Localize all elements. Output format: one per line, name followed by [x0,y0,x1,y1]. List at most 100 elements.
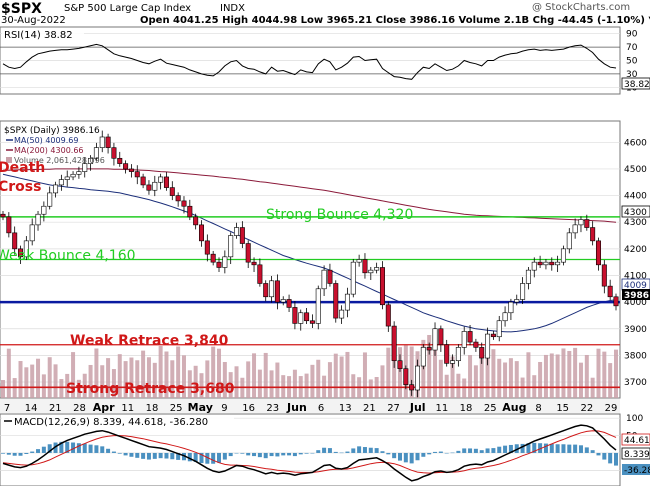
candle-body [525,269,531,284]
price-legend: $SPX (Daily) 3986.16 MA(50) 4009.69 MA(2… [4,126,105,165]
x-axis-label: 21 [49,403,62,414]
macd-histogram-bar [520,443,525,453]
macd-histogram-bar [111,451,116,453]
volume-bar [561,348,566,398]
candle-body [298,312,304,324]
volume-bar [608,363,613,398]
candles [0,130,619,398]
candle-body [566,232,572,250]
macd-histogram-bar [362,447,367,453]
candle-body [444,344,450,364]
macd-histogram [1,441,618,466]
x-axis-label: 25 [484,403,497,414]
volume-bar [479,349,484,398]
volume-bar [602,351,607,398]
macd-histogram-bar [135,452,140,458]
macd-histogram-bar [18,452,23,456]
volume-bar [269,370,274,398]
candle-body [520,283,526,300]
x-axis-label: 9 [221,403,227,414]
macd-histogram-bar [468,448,473,453]
volume-bar [59,379,64,398]
volume-bar [462,378,467,398]
candle-body [572,224,578,234]
macd-histogram-bar [53,442,58,453]
volume-bar [614,349,618,398]
volume-bar [584,354,589,398]
macd-histogram-bar [281,452,286,456]
candle-body [479,347,485,359]
macd-histogram-bar [47,444,52,453]
candle-body [595,240,601,266]
candle-body [397,360,403,370]
price-tick-label: 4000 [624,298,647,308]
macd-histogram-bar [491,448,496,453]
macd-histogram-bar [117,452,122,454]
candle-body [105,136,111,148]
volume-bar [1,380,5,398]
macd-histogram-bar [181,452,186,461]
candle-body [123,163,129,170]
candle-body [263,283,269,298]
x-axis-label: 21 [363,403,376,414]
volume-bar [123,361,128,398]
macd-histogram-bar [479,450,484,453]
rsi-value-badge: 38.82 [624,80,650,90]
candle-body [193,216,199,226]
candle-body [175,195,181,202]
volume-bar [117,354,122,398]
candle-body [82,163,88,172]
candle-body [368,269,374,274]
x-axis-label: May [188,401,213,414]
volume-bar [362,352,367,398]
price-tick-label: 4400 [624,192,647,202]
price-tick-label: 3800 [624,351,647,361]
volume-bar [53,364,58,398]
candle-body [128,168,134,172]
x-axis-label: 13 [339,403,352,414]
volume-bar [392,342,397,398]
candle-body [379,267,385,306]
macd-histogram-bar [514,444,519,453]
annotation-weak-retrace: Weak Retrace 3,840 [70,333,229,349]
rsi-tick-label: 70 [626,43,638,53]
close-badge-box [622,289,650,300]
volume-bar [24,367,29,398]
volume-bar [193,365,198,398]
candle-body [134,171,140,178]
candle-body [473,341,479,348]
macd-histogram-bar [30,451,35,453]
macd-histogram-bar [76,443,81,453]
macd-histogram-bar [561,444,566,453]
volume-bar [304,373,309,398]
x-axis-label: 7 [4,403,10,414]
macd-histogram-bar [473,448,478,453]
volume-bar [94,348,99,398]
volume-bar [508,358,513,398]
x-axis-label: 22 [580,403,593,414]
volume-bar [485,355,490,398]
annotation-cross: Cross [0,179,41,195]
volume-bar [135,360,140,398]
symbol-title: $SPX [1,1,42,17]
rsi-tick-label: 90 [626,30,638,40]
macd-histogram-bar [71,442,76,453]
candle-body [23,240,29,258]
candle-body [286,299,292,308]
macd-histogram-bar [24,452,29,454]
candle-body [204,240,210,255]
volume-bar [386,347,391,398]
macd-histogram-bar [316,450,321,453]
x-axis-label: Jul [409,401,426,414]
volume-bar [567,350,572,398]
macd-histogram-bar [386,452,391,455]
legend-ma200: MA(200) 4300.66 [14,146,84,155]
volume-bar [526,352,531,398]
candle-body [12,232,18,250]
candle-body [169,187,175,196]
volume-bar [473,365,478,398]
macd-histogram-bar [100,446,105,453]
volume-bar [310,364,315,398]
volume-bar [514,361,519,398]
volume-bar [433,340,438,398]
